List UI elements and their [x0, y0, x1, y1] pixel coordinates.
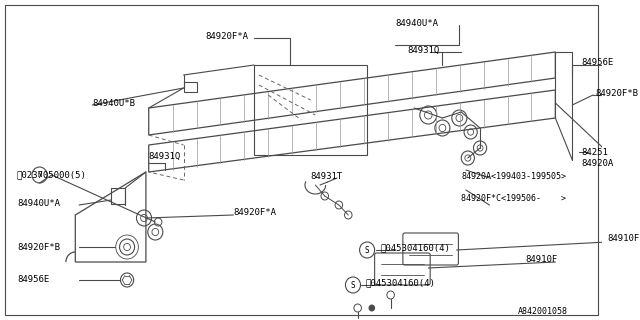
Text: A842001058: A842001058: [518, 308, 568, 316]
Text: 84931Q: 84931Q: [148, 152, 181, 161]
Text: 84920F*A: 84920F*A: [205, 31, 248, 41]
Text: 84910F: 84910F: [607, 234, 639, 243]
Text: 84251: 84251: [582, 148, 609, 156]
Text: 84931Q: 84931Q: [408, 45, 440, 54]
Text: S: S: [351, 281, 355, 290]
Text: 84956E: 84956E: [582, 58, 614, 67]
Text: S: S: [365, 245, 369, 254]
Text: 84920F*A: 84920F*A: [234, 207, 276, 217]
Text: Ⓢ045304160(4): Ⓢ045304160(4): [380, 244, 450, 252]
Circle shape: [369, 305, 374, 311]
Text: 84940U*A: 84940U*A: [396, 19, 438, 28]
Bar: [184, 82, 196, 92]
Text: 84956E: 84956E: [17, 276, 49, 284]
Text: 84920F*B: 84920F*B: [17, 243, 60, 252]
Text: 84920A: 84920A: [582, 158, 614, 167]
Text: 84920F*C<199506-    >: 84920F*C<199506- >: [461, 194, 566, 203]
Text: ⓝ023705000(5): ⓝ023705000(5): [17, 171, 87, 180]
Text: 84940U*B: 84940U*B: [92, 99, 135, 108]
Text: 84931T: 84931T: [310, 172, 343, 180]
Text: 84920F*B: 84920F*B: [596, 89, 639, 98]
Text: N: N: [37, 172, 42, 178]
Text: 84910F: 84910F: [525, 255, 557, 265]
Text: 84920A<199403-199505>: 84920A<199403-199505>: [461, 172, 566, 180]
Text: 84940U*A: 84940U*A: [17, 198, 60, 207]
Text: Ⓢ045304160(4): Ⓢ045304160(4): [365, 278, 435, 287]
Bar: [111, 188, 125, 204]
